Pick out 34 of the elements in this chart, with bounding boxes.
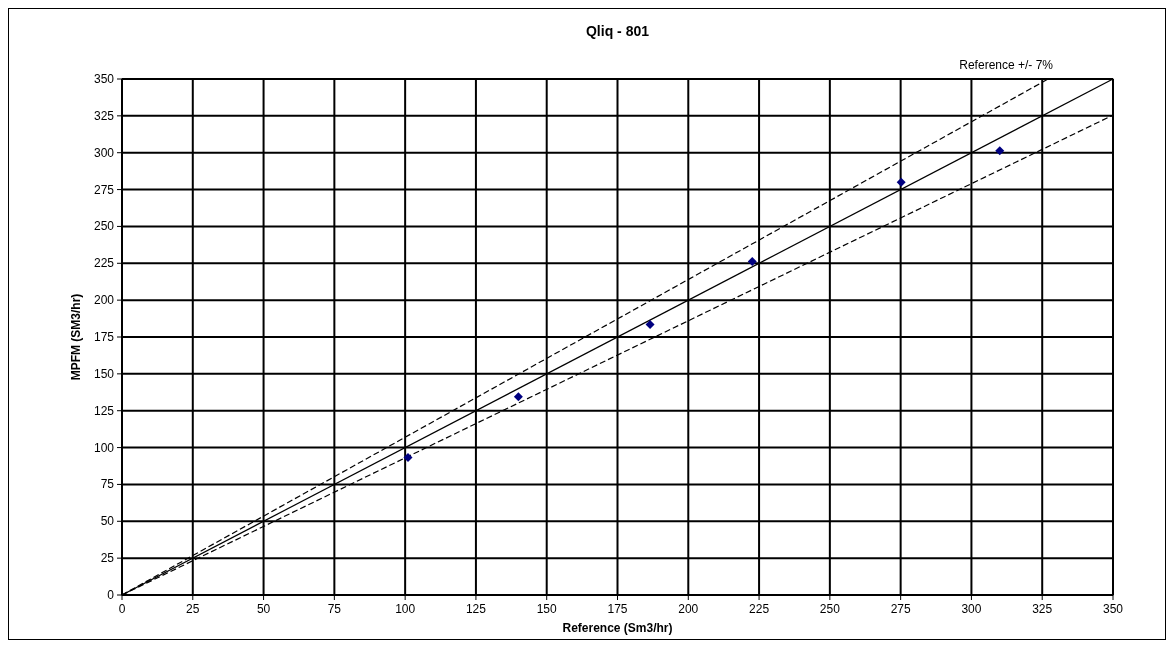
x-tick-label: 75 bbox=[327, 602, 342, 616]
y-axis-title: MPFM (SM3/hr) bbox=[69, 293, 83, 381]
chart-title: Qliq - 801 bbox=[585, 23, 650, 39]
y-tick-label: 50 bbox=[100, 514, 115, 529]
x-tick-label: 0 bbox=[118, 602, 126, 616]
y-tick-label: 175 bbox=[93, 330, 115, 344]
y-tick-label: 150 bbox=[93, 366, 115, 381]
y-tick-label: 300 bbox=[93, 145, 115, 160]
x-tick-label: 175 bbox=[607, 602, 628, 616]
x-tick-label: 275 bbox=[890, 602, 911, 616]
x-tick-label: 200 bbox=[678, 602, 699, 616]
y-tick-label: 75 bbox=[100, 477, 115, 492]
y-tick-label: 275 bbox=[93, 182, 115, 197]
x-tick-label: 350 bbox=[1102, 602, 1124, 616]
y-tick-label: 100 bbox=[93, 440, 115, 455]
y-tick-label: 25 bbox=[100, 551, 115, 566]
text: Reference +/- 7% bbox=[959, 58, 1054, 72]
y-tick-label: 350 bbox=[93, 72, 115, 86]
x-tick-label: 100 bbox=[395, 602, 416, 616]
y-tick-label: 325 bbox=[93, 108, 115, 123]
x-tick-label: 150 bbox=[536, 602, 558, 616]
y-tick-label: 0 bbox=[107, 588, 115, 602]
y-tick-label: 250 bbox=[93, 219, 115, 234]
x-tick-label: 25 bbox=[186, 602, 200, 616]
y-tick-label: 200 bbox=[93, 293, 115, 308]
x-tick-label: 325 bbox=[1032, 602, 1053, 616]
x-axis-title: Reference (Sm3/hr) bbox=[562, 621, 673, 635]
y-tick-label: 225 bbox=[93, 256, 115, 271]
x-tick-label: 250 bbox=[819, 602, 841, 616]
x-tick-label: 50 bbox=[256, 602, 271, 616]
x-tick-label: 225 bbox=[749, 602, 770, 616]
y-tick-label: 125 bbox=[93, 403, 115, 418]
x-tick-label: 125 bbox=[465, 602, 487, 616]
x-tick-label: 300 bbox=[961, 602, 982, 616]
